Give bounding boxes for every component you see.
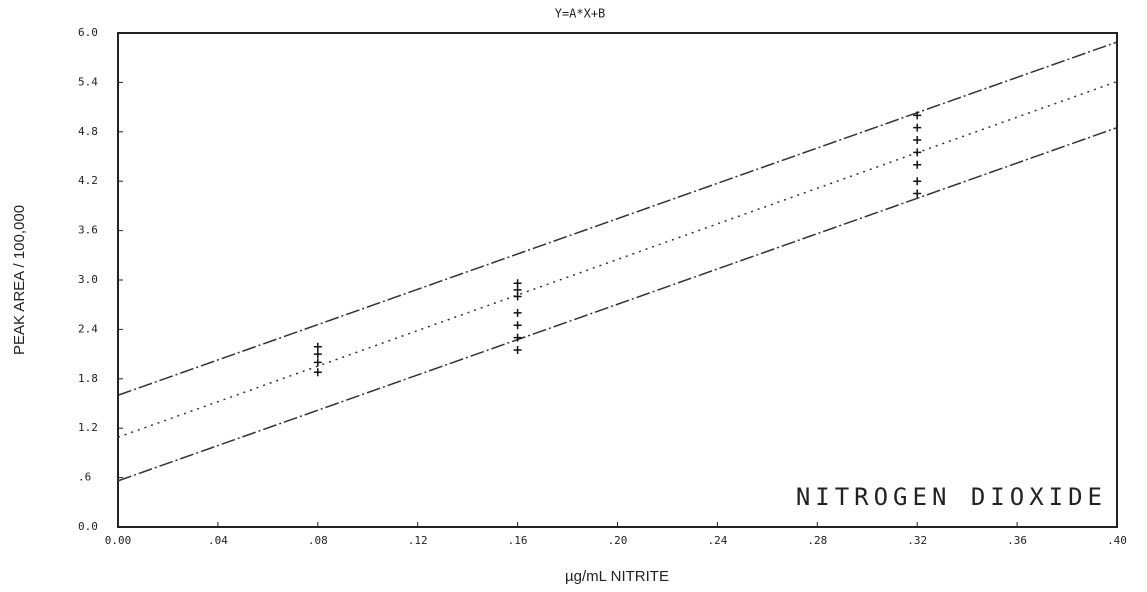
y-tick-label: 1.2 xyxy=(78,421,98,434)
data-point xyxy=(513,308,522,317)
x-tick-label: .28 xyxy=(807,534,827,547)
data-point xyxy=(313,358,322,367)
y-tick-label: .6 xyxy=(78,471,91,484)
data-point xyxy=(913,160,922,169)
y-tick-label: 1.8 xyxy=(78,372,98,385)
annotation: NITROGEN DIOXIDE xyxy=(796,483,1107,511)
chart-title: Y=A*X+B xyxy=(555,7,606,21)
x-tick-label: .40 xyxy=(1107,534,1127,547)
data-point xyxy=(513,321,522,330)
plot-frame xyxy=(117,32,1118,528)
line xyxy=(117,80,1118,438)
y-tick-label: 3.6 xyxy=(78,224,98,237)
data-point xyxy=(913,123,922,132)
x-tick-label: .12 xyxy=(408,534,428,547)
data-point xyxy=(513,279,522,288)
data-point xyxy=(513,333,522,342)
x-tick-label: .04 xyxy=(208,534,228,547)
line xyxy=(117,126,1118,482)
data-point xyxy=(913,136,922,145)
data-point xyxy=(913,177,922,186)
x-tick-label: 0.00 xyxy=(105,534,132,547)
y-tick-label: 0.0 xyxy=(78,520,98,533)
y-tick-label: 2.4 xyxy=(78,322,98,335)
data-point xyxy=(513,345,522,354)
x-tick-label: .20 xyxy=(608,534,628,547)
data-point xyxy=(313,350,322,359)
data-point xyxy=(313,342,322,351)
y-tick-label: 3.0 xyxy=(78,273,98,286)
x-tick-label: .36 xyxy=(1007,534,1027,547)
x-tick-label: .32 xyxy=(907,534,927,547)
x-tick-label: .08 xyxy=(308,534,328,547)
data-point xyxy=(913,189,922,198)
x-axis-label: µg/mL NITRITE xyxy=(565,568,669,585)
x-tick-label: .16 xyxy=(508,534,528,547)
line xyxy=(117,41,1118,396)
data-point xyxy=(913,148,922,157)
x-tick-label: .24 xyxy=(707,534,727,547)
y-tick-label: 5.4 xyxy=(78,75,98,88)
y-tick-label: 6.0 xyxy=(78,26,98,39)
data-point xyxy=(313,368,322,377)
y-axis-label: PEAK AREA / 100,000 xyxy=(11,205,28,355)
y-tick-label: 4.2 xyxy=(78,174,98,187)
y-tick-label: 4.8 xyxy=(78,125,98,138)
data-point xyxy=(913,111,922,120)
